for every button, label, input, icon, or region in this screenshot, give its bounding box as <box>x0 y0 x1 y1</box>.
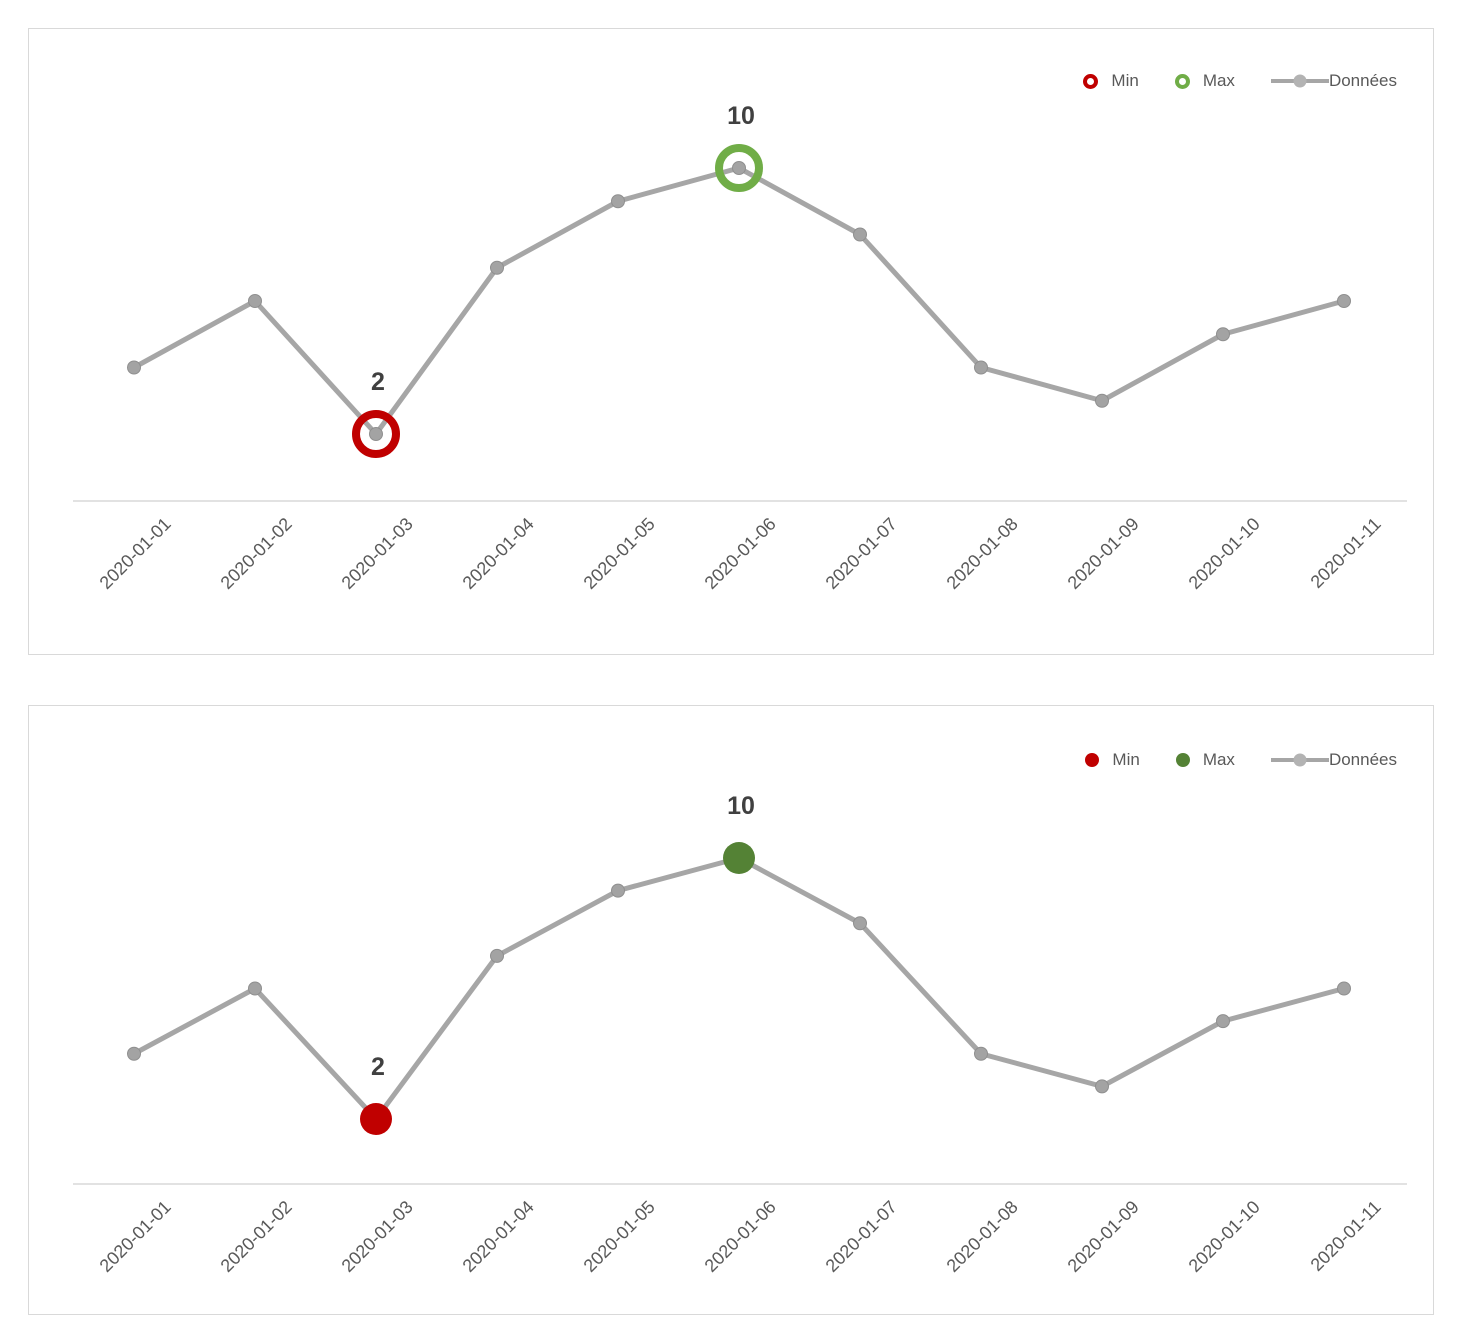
x-axis-tick-label: 2020-01-03 <box>338 1197 417 1276</box>
max-ring-marker <box>715 144 763 192</box>
x-axis-tick-label: 2020-01-09 <box>1064 514 1143 593</box>
data-point <box>1095 393 1109 408</box>
min-dot-marker <box>360 1103 392 1135</box>
min-value-label: 2 <box>371 1053 385 1081</box>
legend-label: Max <box>1202 750 1235 769</box>
x-axis-tick-label: 2020-01-11 <box>1307 1197 1385 1275</box>
x-axis-tick-label: 2020-01-07 <box>822 1197 901 1276</box>
data-point <box>974 360 988 375</box>
chart-legend: Min Max Données <box>1085 750 1397 770</box>
x-axis-tick-label: 2020-01-04 <box>459 514 538 593</box>
x-axis-tick-label: 2020-01-10 <box>1185 514 1264 593</box>
max-dot-marker <box>723 842 755 874</box>
legend-line-dot-icon <box>1293 753 1307 767</box>
legend-item-max: Max <box>1174 71 1235 91</box>
min-ring-marker <box>352 410 400 458</box>
legend-dot-marker-icon <box>1175 753 1190 767</box>
x-axis-tick-label: 2020-01-02 <box>217 514 296 593</box>
legend-line-dot-icon <box>1293 74 1307 88</box>
max-value-label: 10 <box>727 102 755 130</box>
data-point <box>369 427 383 441</box>
line-chart-min-max-rings: 2020-01-01 2020-01-02 2020-01-03 2020-01-04… <box>73 102 1407 593</box>
data-line <box>131 855 1347 1122</box>
data-point <box>127 1046 141 1061</box>
legend-label: Min <box>1111 71 1139 90</box>
chart-legend: Min Max Données <box>1083 71 1397 91</box>
min-value-label: 2 <box>371 368 385 396</box>
data-point <box>248 981 262 996</box>
x-axis-tick-label: 2020-01-06 <box>701 514 780 593</box>
legend-item-min: Min <box>1083 71 1139 91</box>
data-point <box>127 360 141 375</box>
x-axis-tick-label: 2020-01-11 <box>1307 514 1385 592</box>
legend-item-données: Données <box>1270 71 1397 91</box>
legend-item-max: Max <box>1175 750 1235 770</box>
data-point <box>1337 294 1351 308</box>
legend-label: Max <box>1202 71 1235 90</box>
x-axis-tick-label: 2020-01-08 <box>943 514 1022 593</box>
legend-line-marker-icon <box>1270 753 1329 767</box>
data-point <box>732 161 746 175</box>
legend-dot-marker-icon <box>1085 753 1100 767</box>
x-axis-tick-label: 2020-01-07 <box>822 514 901 593</box>
data-point <box>1337 981 1351 996</box>
line-chart-min-max-dots: 2020-01-01 2020-01-02 2020-01-03 2020-01-04… <box>73 792 1407 1276</box>
x-axis-tick-label: 2020-01-09 <box>1064 1197 1143 1276</box>
x-axis-tick-label: 2020-01-03 <box>338 514 417 593</box>
legend-ring-marker-icon <box>1083 73 1099 89</box>
legend-item-min: Min <box>1085 750 1140 770</box>
x-axis-tick-label: 2020-01-08 <box>943 1197 1022 1276</box>
x-axis-tick-label: 2020-01-10 <box>1185 1197 1264 1276</box>
data-point <box>490 948 504 963</box>
x-axis-tick-label: 2020-01-01 <box>96 514 175 593</box>
data-point <box>611 883 625 898</box>
legend-label: Min <box>1112 750 1140 769</box>
legend-item-données: Données <box>1270 750 1397 770</box>
data-point <box>1095 1079 1109 1094</box>
x-axis-tick-label: 2020-01-05 <box>580 514 659 593</box>
data-point <box>853 227 867 242</box>
data-point <box>853 916 867 931</box>
x-axis-tick-label: 2020-01-02 <box>217 1197 296 1276</box>
data-point <box>974 1046 988 1061</box>
data-line <box>131 165 1347 437</box>
chart-panel-bottom: Min Max Données 2020-01-01 2020-01-02 2020-0… <box>28 705 1434 1315</box>
x-axis-tick-label: 2020-01-01 <box>96 1197 175 1276</box>
data-point <box>611 194 625 209</box>
chart-panel-top: Min Max Données 2020-01-01 2020-01-02 2020-0… <box>28 28 1434 655</box>
max-value-label: 10 <box>727 792 755 820</box>
data-point <box>490 260 504 275</box>
data-point <box>1216 327 1230 342</box>
legend-ring-marker-icon <box>1174 73 1190 89</box>
x-axis-tick-label: 2020-01-05 <box>580 1197 659 1276</box>
legend-label: Données <box>1328 71 1397 90</box>
x-axis-tick-label: 2020-01-06 <box>701 1197 780 1276</box>
x-axis-tick-label: 2020-01-04 <box>459 1197 538 1276</box>
data-point <box>248 294 262 308</box>
legend-line-marker-icon <box>1270 74 1329 88</box>
data-point <box>1216 1014 1230 1029</box>
legend-label: Données <box>1328 750 1397 769</box>
